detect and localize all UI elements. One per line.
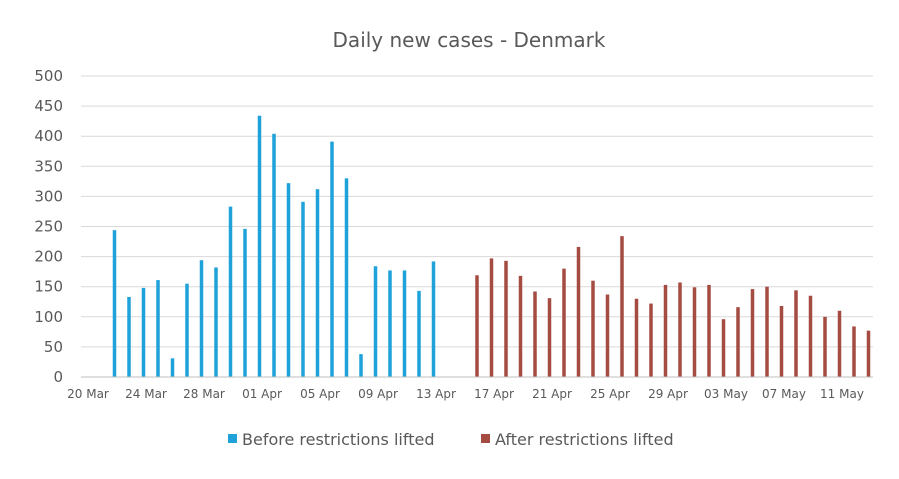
bar-after bbox=[504, 260, 508, 377]
bar-after bbox=[736, 307, 740, 377]
bars bbox=[112, 115, 871, 378]
bar-before bbox=[315, 189, 320, 377]
bar-after bbox=[533, 291, 537, 377]
bar-after bbox=[707, 284, 711, 377]
bar-after bbox=[692, 287, 697, 377]
y-tick-label: 100 bbox=[34, 308, 63, 326]
bar-before bbox=[272, 133, 276, 377]
bar-after bbox=[475, 275, 479, 377]
bar-before bbox=[185, 283, 189, 377]
x-axis-ticks: 20 Mar 24 Mar 28 Mar 01 Apr 05 Apr 09 Apr 13 A… bbox=[67, 387, 864, 401]
x-tick-label: 09 Apr bbox=[358, 387, 398, 401]
bar-before bbox=[170, 358, 175, 377]
x-tick-label: 28 Mar bbox=[183, 387, 225, 401]
bar-after bbox=[794, 290, 798, 377]
y-axis-ticks: 0 50 100 150 200 250 300 350 400 450 500 bbox=[34, 67, 63, 386]
bar-before bbox=[199, 260, 204, 377]
bar-before bbox=[330, 141, 334, 377]
bar-after bbox=[634, 298, 639, 377]
y-tick-label: 150 bbox=[34, 278, 63, 296]
chart-title: Daily new cases - Denmark bbox=[333, 28, 606, 52]
bar-before bbox=[402, 270, 407, 377]
bar-after bbox=[605, 294, 610, 377]
legend-label-before: Before restrictions lifted bbox=[242, 430, 434, 449]
bar-after bbox=[576, 246, 581, 377]
y-tick-label: 350 bbox=[34, 157, 63, 175]
x-tick-label: 13 Apr bbox=[416, 387, 456, 401]
x-tick-label: 20 Mar bbox=[67, 387, 109, 401]
bar-before bbox=[431, 261, 436, 377]
legend: Before restrictions lifted After restric… bbox=[228, 430, 674, 449]
bar-before bbox=[344, 178, 349, 377]
bar-after bbox=[562, 268, 566, 377]
bar-after bbox=[489, 258, 494, 377]
bar-before bbox=[112, 230, 117, 377]
x-tick-label: 03 May bbox=[704, 387, 748, 401]
bar-after bbox=[750, 289, 755, 377]
bar-before bbox=[141, 287, 146, 377]
legend-swatch-after bbox=[481, 434, 490, 443]
bar-after bbox=[620, 236, 624, 377]
y-tick-label: 0 bbox=[53, 368, 63, 386]
bar-after bbox=[547, 298, 552, 377]
x-tick-label: 01 Apr bbox=[242, 387, 282, 401]
x-tick-label: 21 Apr bbox=[532, 387, 572, 401]
x-tick-label: 25 Apr bbox=[590, 387, 630, 401]
legend-label-after: After restrictions lifted bbox=[495, 430, 674, 449]
bar-after bbox=[591, 280, 595, 377]
bar-before bbox=[214, 267, 218, 377]
bar-before bbox=[373, 266, 378, 377]
bar-after bbox=[678, 282, 682, 377]
x-tick-label: 24 Mar bbox=[125, 387, 167, 401]
bar-after bbox=[518, 275, 523, 377]
bar-before bbox=[156, 280, 160, 377]
bar-after bbox=[866, 330, 871, 377]
bar-after bbox=[837, 310, 842, 377]
x-tick-label: 29 Apr bbox=[648, 387, 688, 401]
bar-before bbox=[286, 183, 291, 377]
bar-before bbox=[257, 115, 262, 378]
bar-after bbox=[823, 316, 827, 377]
bar-before bbox=[127, 296, 131, 377]
bar-after bbox=[852, 326, 856, 377]
bar-before bbox=[359, 354, 363, 377]
y-tick-label: 250 bbox=[34, 218, 63, 236]
y-tick-label: 300 bbox=[34, 187, 63, 205]
x-tick-label: 11 May bbox=[820, 387, 864, 401]
bar-after bbox=[663, 284, 668, 377]
legend-swatch-before bbox=[228, 434, 237, 443]
bar-before bbox=[243, 228, 247, 377]
gridlines bbox=[81, 75, 873, 348]
bar-before bbox=[228, 206, 233, 377]
bar-after bbox=[649, 303, 653, 377]
bar-before bbox=[388, 270, 392, 377]
bar-after bbox=[765, 286, 769, 377]
bar-before bbox=[301, 201, 305, 377]
y-tick-label: 200 bbox=[34, 248, 63, 266]
x-tick-label: 05 Apr bbox=[300, 387, 340, 401]
y-tick-label: 50 bbox=[44, 338, 63, 356]
bar-after bbox=[721, 319, 726, 377]
x-tick-label: 17 Apr bbox=[474, 387, 514, 401]
bar-before bbox=[417, 290, 421, 377]
y-tick-label: 450 bbox=[34, 97, 63, 115]
x-tick-label: 07 May bbox=[762, 387, 806, 401]
y-tick-label: 500 bbox=[34, 67, 63, 85]
bar-after bbox=[779, 305, 784, 377]
y-tick-label: 400 bbox=[34, 127, 63, 145]
bar-after bbox=[808, 295, 813, 377]
